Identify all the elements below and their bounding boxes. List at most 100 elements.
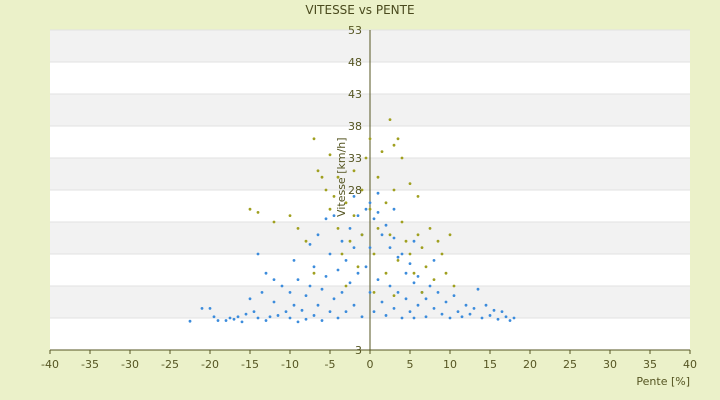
data-point-blue (332, 214, 336, 218)
data-point-olive (352, 214, 356, 218)
data-point-olive (348, 239, 352, 243)
data-point-blue (396, 255, 400, 259)
scatter-points (188, 118, 516, 324)
x-tick-label: 15 (483, 358, 497, 371)
data-point-blue (364, 207, 368, 211)
data-point-blue (332, 297, 336, 301)
data-point-olive (336, 175, 340, 179)
data-point-blue (320, 319, 324, 322)
data-point-blue (496, 317, 500, 321)
x-tick-label: -10 (281, 358, 299, 371)
data-point-olive (444, 271, 448, 275)
data-point-blue (296, 320, 300, 324)
data-point-blue (328, 310, 332, 313)
data-point-olive (396, 137, 400, 141)
data-point-blue (324, 217, 328, 221)
y-tick-label: 43 (348, 88, 362, 101)
data-point-blue (352, 246, 356, 250)
data-point-olive (340, 252, 344, 256)
data-point-olive (312, 137, 316, 141)
data-point-blue (288, 291, 292, 294)
data-point-blue (452, 294, 456, 297)
tick-labels: -40 -35 -30 -25 -20 -15 -10 -5 0 5 10 15 20 25 30 35 40 3… (41, 24, 697, 371)
data-point-blue (368, 201, 372, 205)
data-point-blue (424, 315, 428, 319)
data-point-blue (476, 287, 480, 291)
data-point-blue (260, 291, 264, 294)
data-point-blue (212, 315, 216, 319)
data-point-blue (244, 312, 248, 316)
data-point-blue (344, 259, 348, 262)
data-point-olive (392, 143, 396, 147)
data-point-blue (236, 315, 240, 319)
x-tick-label: -5 (325, 358, 336, 371)
data-point-olive (368, 207, 372, 211)
data-point-olive (448, 233, 452, 237)
data-point-blue (268, 315, 272, 319)
data-point-blue (432, 307, 436, 310)
data-point-olive (372, 252, 376, 256)
data-point-blue (368, 246, 372, 250)
data-point-blue (188, 319, 192, 323)
data-point-blue (392, 236, 396, 240)
x-tick-label: 35 (643, 358, 657, 371)
data-point-olive (408, 182, 412, 186)
data-point-blue (216, 319, 220, 322)
data-point-blue (364, 265, 368, 269)
data-point-olive (256, 211, 260, 214)
data-point-blue (336, 316, 340, 320)
data-point-olive (368, 137, 372, 141)
data-point-blue (448, 316, 452, 320)
data-point-olive (432, 278, 436, 281)
y-tick-label: 3 (355, 344, 362, 357)
data-point-blue (344, 310, 348, 313)
data-point-blue (384, 314, 388, 317)
data-point-blue (304, 294, 308, 297)
data-point-blue (412, 239, 416, 243)
data-point-blue (348, 281, 352, 285)
data-point-blue (312, 265, 316, 269)
data-point-blue (372, 217, 376, 221)
data-point-blue (224, 319, 228, 322)
data-point-blue (276, 314, 280, 317)
data-point-blue (264, 271, 268, 275)
data-point-blue (304, 317, 308, 321)
x-tick-label: -15 (241, 358, 259, 371)
x-tick-label: -20 (201, 358, 219, 371)
data-point-blue (376, 211, 380, 214)
data-point-olive (416, 233, 420, 237)
axes (49, 30, 691, 354)
x-tick-label: 5 (407, 358, 414, 371)
data-point-blue (296, 278, 300, 281)
data-point-olive (400, 156, 404, 160)
data-point-blue (356, 214, 360, 218)
data-point-blue (416, 275, 420, 278)
y-tick-label: 38 (348, 120, 362, 133)
y-tick-label: 28 (348, 184, 362, 197)
data-point-olive (384, 201, 388, 205)
data-point-olive (416, 195, 420, 198)
data-point-olive (436, 239, 440, 243)
data-point-blue (376, 191, 380, 195)
data-point-blue (340, 239, 344, 243)
data-point-blue (372, 310, 376, 313)
x-axis-title: Pente [%] (636, 375, 690, 388)
data-point-olive (440, 252, 444, 256)
data-point-olive (420, 291, 424, 294)
data-point-blue (248, 297, 252, 301)
data-point-olive (344, 201, 348, 205)
data-point-blue (396, 291, 400, 294)
data-point-olive (388, 233, 392, 237)
data-point-olive (360, 233, 364, 237)
data-point-blue (464, 303, 468, 307)
data-point-olive (360, 188, 364, 192)
y-tick-label: 53 (348, 24, 362, 37)
data-point-olive (304, 239, 308, 243)
data-point-olive (312, 271, 316, 275)
data-point-blue (292, 303, 296, 307)
x-tick-label: 30 (603, 358, 617, 371)
data-point-blue (228, 316, 232, 320)
data-point-blue (352, 303, 356, 307)
data-point-blue (440, 312, 444, 316)
data-point-blue (264, 319, 268, 322)
